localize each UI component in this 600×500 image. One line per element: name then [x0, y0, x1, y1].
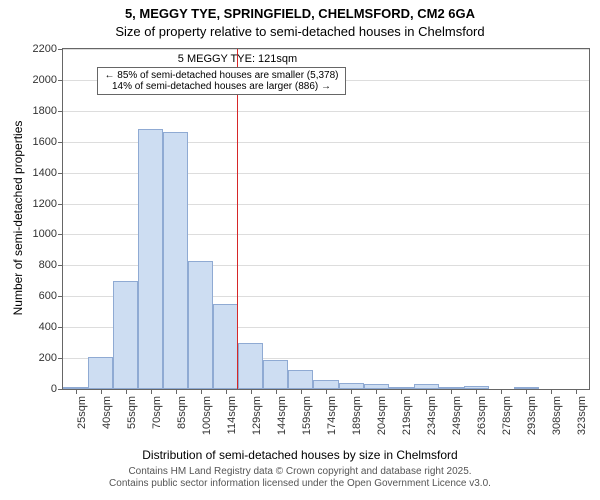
x-tick-mark	[476, 389, 477, 394]
x-tick-mark	[251, 389, 252, 394]
x-tick-label: 40sqm	[99, 396, 113, 429]
x-tick-mark	[276, 389, 277, 394]
x-tick-label: 85sqm	[174, 396, 188, 429]
x-tick-mark	[326, 389, 327, 394]
x-tick-mark	[101, 389, 102, 394]
x-tick-label: 323sqm	[574, 396, 588, 435]
x-tick-label: 219sqm	[399, 396, 413, 435]
x-tick-mark	[426, 389, 427, 394]
x-tick-mark	[201, 389, 202, 394]
y-tick-mark	[58, 265, 63, 266]
x-tick-mark	[76, 389, 77, 394]
annotation-larger: 14% of semi-detached houses are larger (…	[104, 81, 338, 92]
x-tick-mark	[351, 389, 352, 394]
plot-area: 5 MEGGY TYE: 121sqm ← 85% of semi-detach…	[62, 48, 590, 390]
histogram-bar	[238, 343, 263, 389]
footer-line-2: Contains public sector information licen…	[0, 478, 600, 490]
x-tick-mark	[526, 389, 527, 394]
x-tick-label: 55sqm	[124, 396, 138, 429]
property-size-chart: 5, MEGGY TYE, SPRINGFIELD, CHELMSFORD, C…	[0, 0, 600, 500]
x-tick-label: 189sqm	[349, 396, 363, 435]
x-tick-label: 278sqm	[499, 396, 513, 435]
x-tick-mark	[376, 389, 377, 394]
y-tick-mark	[58, 173, 63, 174]
reference-annotation-box: ← 85% of semi-detached houses are smalle…	[97, 67, 345, 95]
histogram-bar	[313, 380, 338, 389]
histogram-bar	[138, 129, 163, 389]
x-tick-label: 100sqm	[199, 396, 213, 435]
x-tick-mark	[226, 389, 227, 394]
x-tick-label: 204sqm	[374, 396, 388, 435]
x-tick-label: 25sqm	[74, 396, 88, 429]
y-tick-mark	[58, 389, 63, 390]
histogram-bar	[263, 360, 288, 389]
x-tick-label: 114sqm	[224, 396, 238, 434]
chart-title-address: 5, MEGGY TYE, SPRINGFIELD, CHELMSFORD, C…	[0, 6, 600, 21]
x-tick-mark	[176, 389, 177, 394]
x-tick-label: 144sqm	[274, 396, 288, 435]
x-tick-mark	[151, 389, 152, 394]
histogram-bar	[88, 357, 113, 389]
histogram-bar	[188, 261, 213, 389]
histogram-bar	[288, 370, 313, 389]
y-tick-mark	[58, 327, 63, 328]
x-tick-mark	[576, 389, 577, 394]
x-tick-mark	[451, 389, 452, 394]
x-tick-mark	[126, 389, 127, 394]
x-tick-label: 129sqm	[249, 396, 263, 435]
y-tick-mark	[58, 234, 63, 235]
gridline	[63, 49, 589, 50]
chart-title-subtitle: Size of property relative to semi-detach…	[0, 24, 600, 39]
y-tick-mark	[58, 296, 63, 297]
histogram-bar	[113, 281, 138, 389]
x-axis-label: Distribution of semi-detached houses by …	[0, 448, 600, 462]
x-tick-label: 293sqm	[524, 396, 538, 435]
y-tick-mark	[58, 358, 63, 359]
x-tick-mark	[551, 389, 552, 394]
chart-footer: Contains HM Land Registry data © Crown c…	[0, 466, 600, 490]
y-tick-mark	[58, 80, 63, 81]
x-tick-label: 308sqm	[549, 396, 563, 435]
x-tick-mark	[401, 389, 402, 394]
x-tick-label: 234sqm	[424, 396, 438, 435]
x-tick-label: 70sqm	[149, 396, 163, 429]
gridline	[63, 111, 589, 112]
x-tick-label: 263sqm	[474, 396, 488, 435]
annotation-smaller: ← 85% of semi-detached houses are smalle…	[104, 70, 338, 81]
y-tick-mark	[58, 142, 63, 143]
y-tick-mark	[58, 49, 63, 50]
y-tick-mark	[58, 111, 63, 112]
reference-title: 5 MEGGY TYE: 121sqm	[178, 53, 297, 65]
x-tick-mark	[501, 389, 502, 394]
reference-line	[237, 49, 238, 389]
footer-line-1: Contains HM Land Registry data © Crown c…	[0, 466, 600, 478]
x-tick-label: 249sqm	[449, 396, 463, 435]
x-tick-label: 159sqm	[299, 396, 313, 435]
histogram-bar	[213, 304, 238, 389]
x-tick-mark	[301, 389, 302, 394]
histogram-bar	[163, 132, 188, 389]
y-axis-label: Number of semi-detached properties	[11, 121, 25, 316]
x-tick-label: 174sqm	[324, 396, 338, 435]
y-tick-mark	[58, 204, 63, 205]
